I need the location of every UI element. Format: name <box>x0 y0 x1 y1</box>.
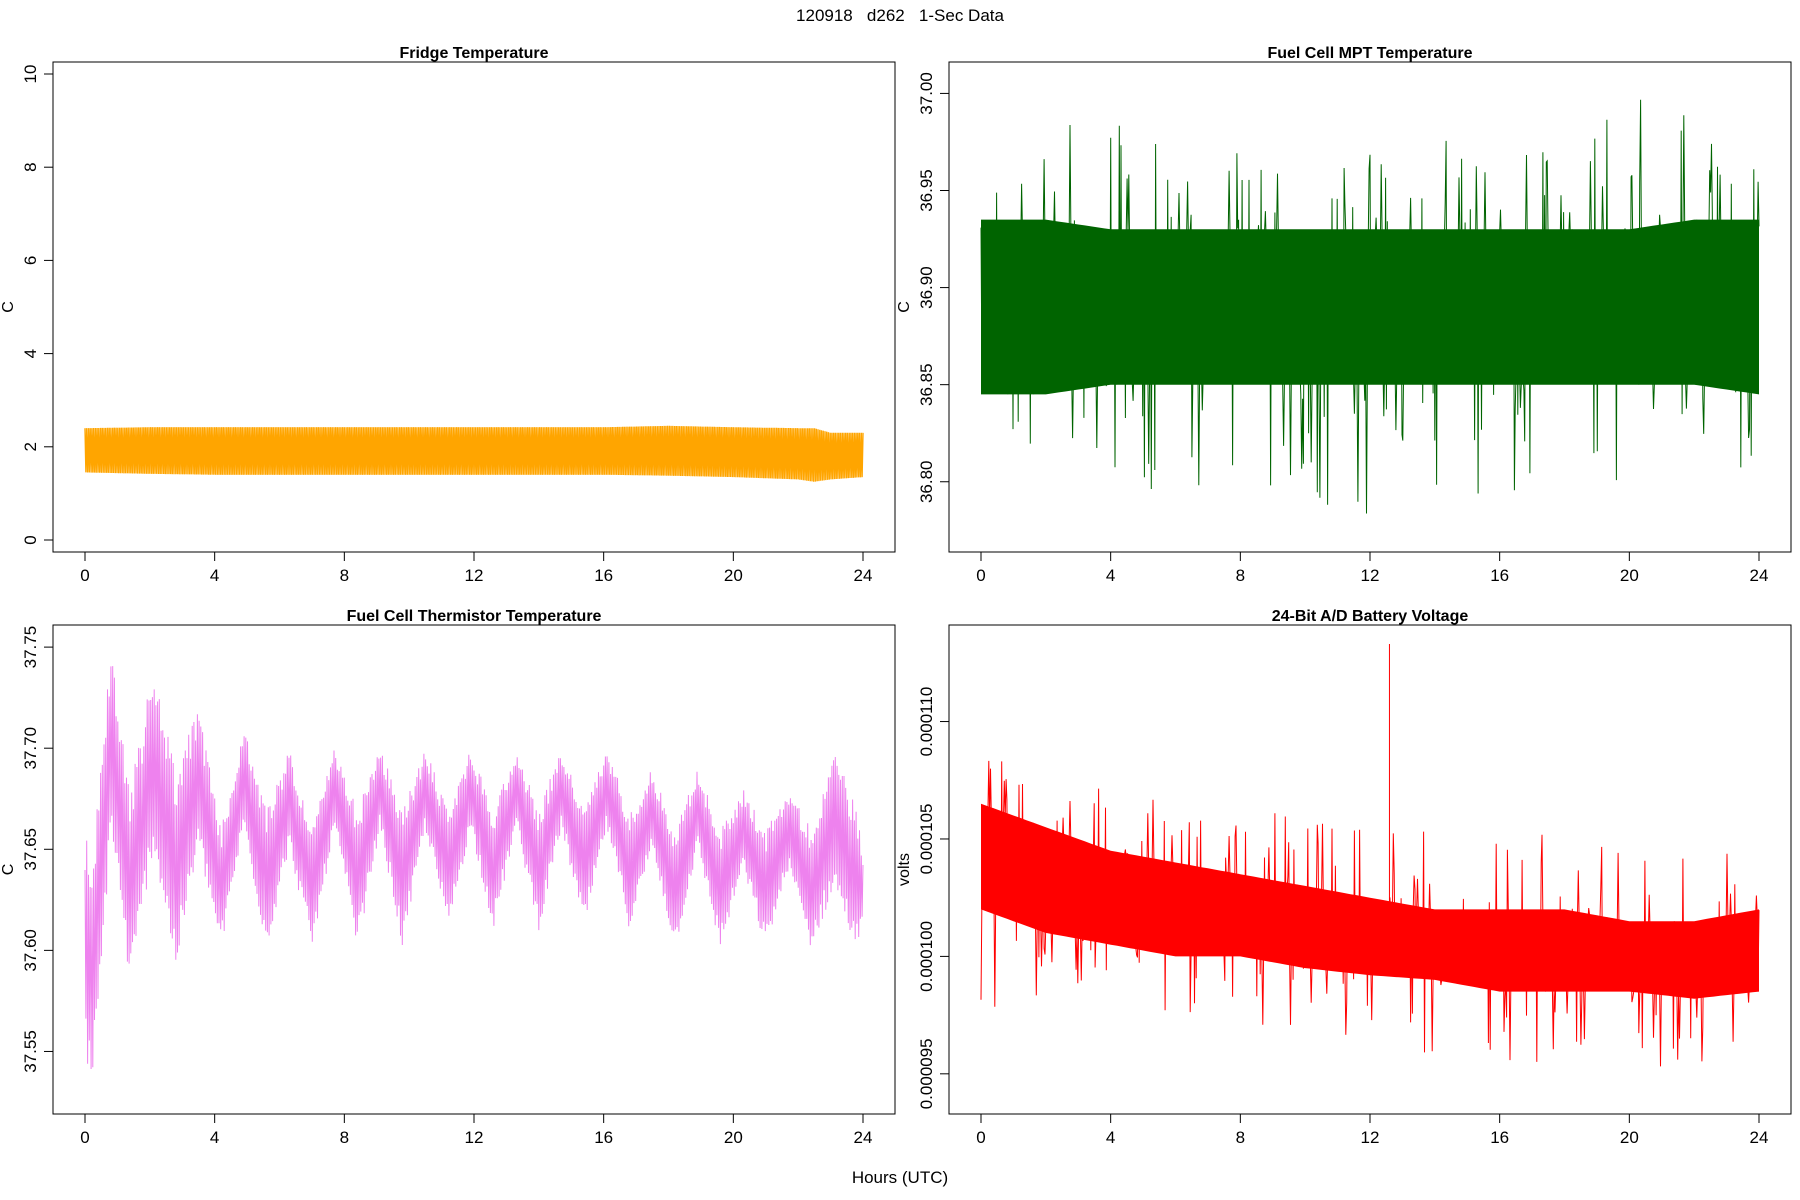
x-tick-label: 4 <box>1106 566 1115 585</box>
x-tick-label: 24 <box>1750 566 1769 585</box>
y-tick-label: 10 <box>21 65 40 84</box>
y-tick-label: 37.75 <box>21 626 40 669</box>
y-tick-label: 37.65 <box>21 828 40 871</box>
x-tick-label: 0 <box>976 566 985 585</box>
x-tick-label: 12 <box>465 566 484 585</box>
x-tick-label: 24 <box>1750 1128 1769 1147</box>
y-tick-label: 4 <box>21 349 40 358</box>
x-tick-label: 8 <box>340 1128 349 1147</box>
y-tick-label: 0.000110 <box>917 687 936 757</box>
x-tick-label: 4 <box>210 1128 219 1147</box>
y-tick-label: 36.85 <box>917 363 936 406</box>
y-axis-label: C <box>0 864 17 876</box>
x-tick-label: 0 <box>80 566 89 585</box>
page-title: 120918 d262 1-Sec Data <box>796 6 1004 25</box>
x-tick-label: 0 <box>80 1128 89 1147</box>
y-tick-label: 37.00 <box>917 72 936 115</box>
x-tick-label: 0 <box>976 1128 985 1147</box>
series-line <box>84 425 864 482</box>
y-tick-label: 0.000105 <box>917 804 936 875</box>
chart-panel-battery: 24-Bit A/D Battery Voltage 0 4 8 12 16 20 24 0.0… <box>896 608 1792 1147</box>
x-tick-label: 20 <box>724 566 743 585</box>
y-tick-label: 37.60 <box>21 929 40 972</box>
plot-frame <box>52 61 896 553</box>
y-tick-label: 0 <box>21 535 40 544</box>
common-x-axis-label: Hours (UTC) <box>851 1168 949 1187</box>
x-tick-label: 8 <box>1236 566 1245 585</box>
x-tick-label: 12 <box>1361 566 1380 585</box>
y-tick-label: 37.70 <box>21 727 40 770</box>
y-tick-label: 2 <box>21 442 40 451</box>
y-tick-label: 0.000100 <box>917 921 936 992</box>
x-tick-label: 24 <box>854 566 873 585</box>
x-tick-label: 12 <box>465 1128 484 1147</box>
y-tick-label: 8 <box>21 162 40 171</box>
y-tick-label: 36.90 <box>917 266 936 309</box>
y-axis-label: volts <box>896 853 913 886</box>
x-tick-label: 20 <box>1620 566 1639 585</box>
chart-panel-mpt: Fuel Cell MPT Temperature 0 4 8 12 16 20 24 36.8… <box>896 45 1792 585</box>
x-tick-label: 16 <box>1490 566 1509 585</box>
y-tick-label: 36.95 <box>917 169 936 212</box>
x-tick-label: 8 <box>1236 1128 1245 1147</box>
chart-title: Fuel Cell Thermistor Temperature <box>347 608 602 625</box>
x-tick-label: 4 <box>1106 1128 1115 1147</box>
x-tick-label: 20 <box>724 1128 743 1147</box>
chart-title: Fuel Cell MPT Temperature <box>1267 45 1472 62</box>
x-tick-label: 16 <box>594 566 613 585</box>
x-tick-label: 4 <box>210 566 219 585</box>
chart-panel-thermistor: Fuel Cell Thermistor Temperature 0 4 8 12 16 2… <box>0 608 896 1147</box>
y-axis-label: C <box>0 301 17 313</box>
series-dense-band <box>981 219 1759 395</box>
x-tick-label: 24 <box>854 1128 873 1147</box>
series-line <box>84 666 864 1070</box>
y-tick-label: 36.80 <box>917 460 936 503</box>
x-tick-label: 8 <box>340 566 349 585</box>
x-tick-label: 12 <box>1361 1128 1380 1147</box>
chart-title: Fridge Temperature <box>399 45 548 62</box>
chart-title: 24-Bit A/D Battery Voltage <box>1272 608 1469 625</box>
x-tick-label: 16 <box>1490 1128 1509 1147</box>
series-dense-band <box>981 803 1759 999</box>
y-axis-label: C <box>896 301 913 313</box>
x-tick-label: 20 <box>1620 1128 1639 1147</box>
y-tick-label: 0.000095 <box>917 1038 936 1109</box>
y-tick-label: 37.55 <box>21 1030 40 1073</box>
y-tick-label: 6 <box>21 256 40 265</box>
x-tick-label: 16 <box>594 1128 613 1147</box>
